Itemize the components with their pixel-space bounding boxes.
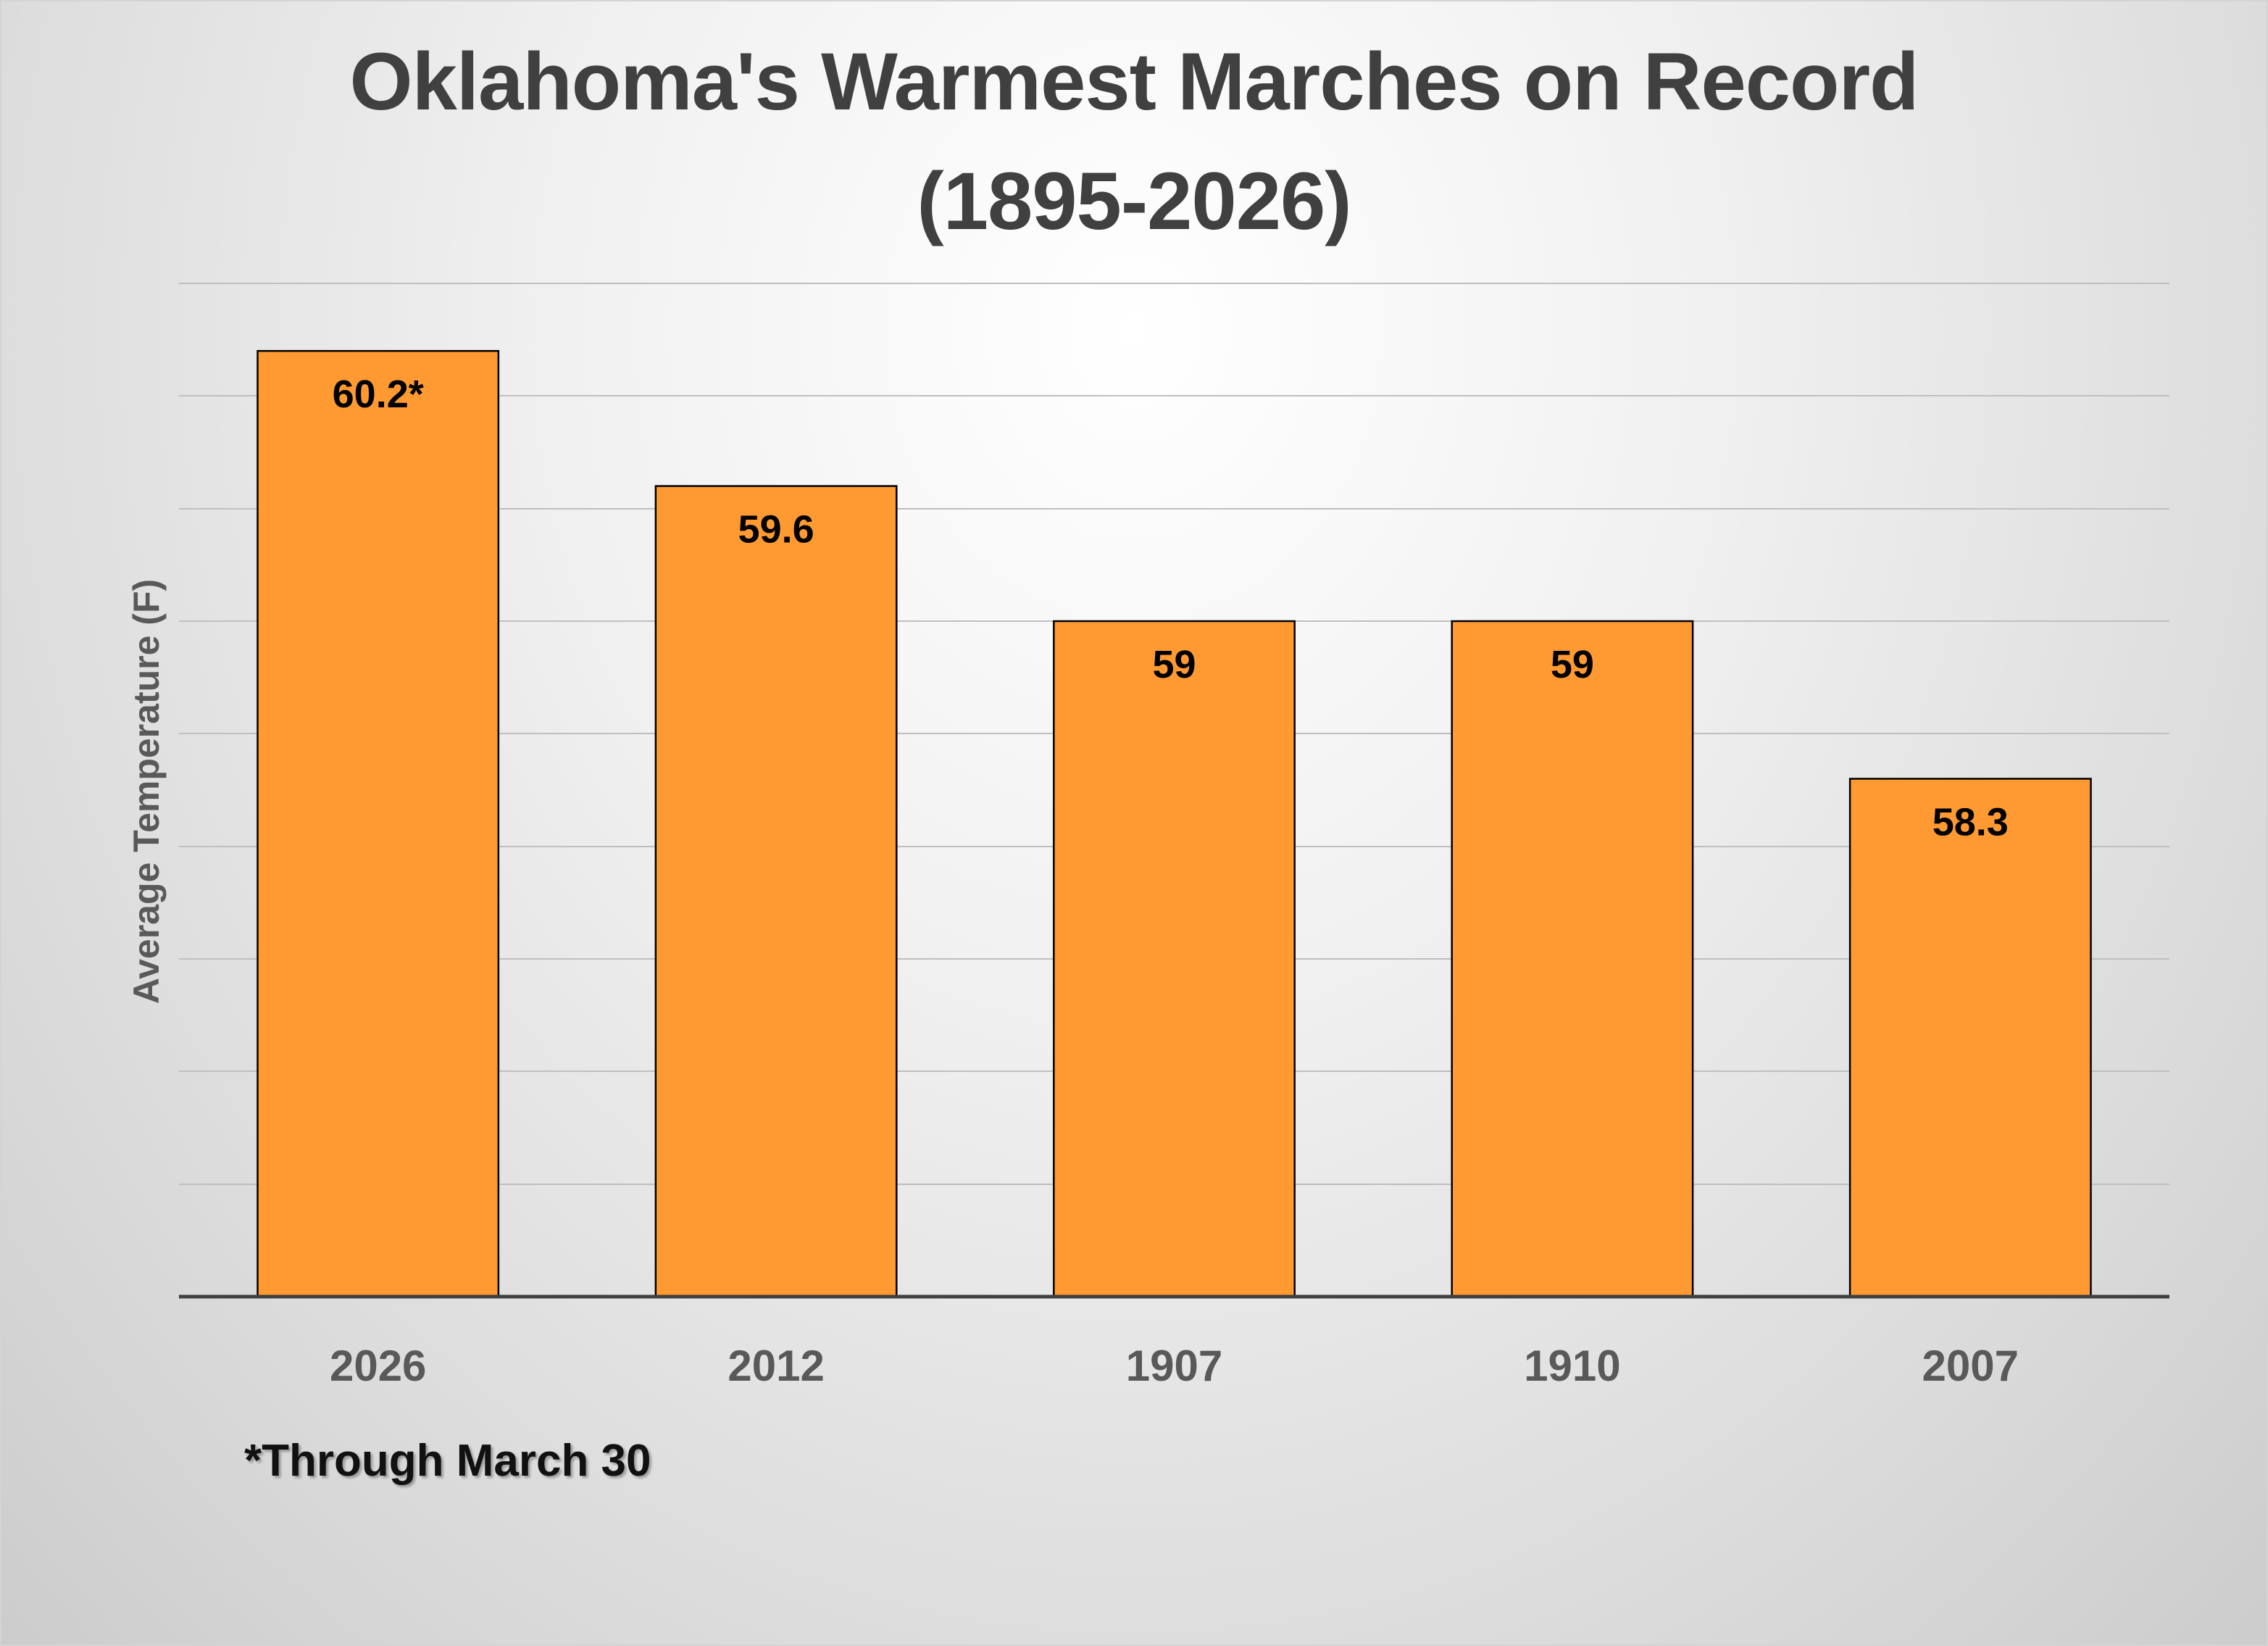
x-tick-2007: 2007 xyxy=(1922,1342,2019,1390)
bar-1907 xyxy=(1053,620,1296,1298)
x-tick-1907: 1907 xyxy=(1126,1342,1222,1390)
bars xyxy=(257,349,2092,1298)
data-label-1907: 59 xyxy=(1152,643,1196,686)
footnote: *Through March 30 xyxy=(244,1436,651,1486)
data-label-1910: 59 xyxy=(1551,643,1594,686)
bar-2026 xyxy=(257,349,500,1298)
x-tick-1910: 1910 xyxy=(1524,1342,1620,1390)
data-label-2012: 59.6 xyxy=(738,508,814,552)
chart-subtitle: (1895-2026) xyxy=(917,156,1351,246)
bar-2007 xyxy=(1848,778,2092,1298)
x-tick-2026: 2026 xyxy=(330,1342,426,1390)
x-tick-2012: 2012 xyxy=(727,1342,824,1390)
chart-title: Oklahoma's Warmest Marches on Record xyxy=(349,36,1919,127)
x-tick-labels: 2026 2012 1907 1910 2007 xyxy=(330,1342,2019,1390)
data-labels: 60.2* 59.6 59 59 58.3 xyxy=(333,373,2009,844)
data-label-2007: 58.3 xyxy=(1933,800,2009,844)
data-label-2026: 60.2* xyxy=(333,373,424,416)
bar-1910 xyxy=(1451,620,1694,1298)
bar-2012 xyxy=(654,485,898,1298)
